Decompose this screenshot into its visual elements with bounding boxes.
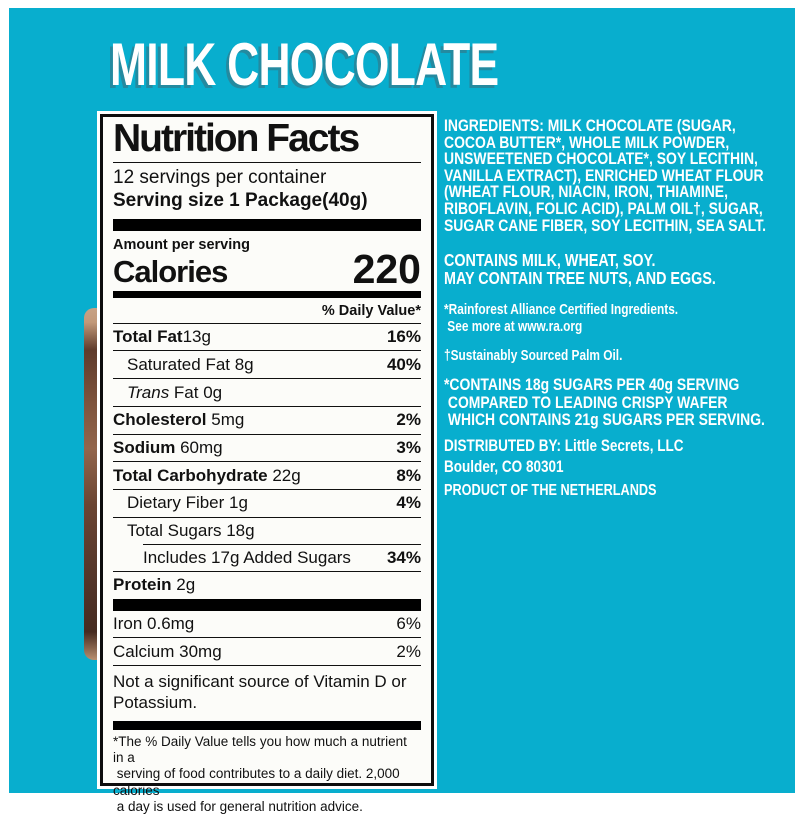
nutrient-row: Total Carbohydrate 22g 8%: [113, 461, 421, 489]
amount-per-serving-label: Amount per serving: [113, 236, 250, 253]
nutrient-name: Total Carbohydrate 22g: [113, 465, 301, 485]
nutrient-name: Cholesterol 5mg: [113, 410, 245, 430]
serving-size: Serving size 1 Package(40g): [113, 189, 368, 211]
nutrition-facts-title: Nutrition Facts: [113, 118, 421, 163]
palm-oil-note: †Sustainably Sourced Palm Oil.: [444, 348, 623, 365]
divider-thick: [113, 598, 421, 611]
distributor-info: DISTRIBUTED BY: Little Secrets, LLC Boul…: [444, 436, 684, 477]
mineral-name: Calcium 30mg: [113, 641, 222, 661]
servings-per-container: 12 servings per container: [113, 166, 327, 188]
daily-value-header: % Daily Value*: [321, 302, 421, 319]
chocolate-product-photo: [84, 308, 104, 660]
allergen-statement: CONTAINS MILK, WHEAT, SOY. MAY CONTAIN T…: [444, 250, 716, 288]
calories-label: Calories: [113, 253, 228, 289]
divider-medium: [113, 290, 421, 298]
nutrient-row: Saturated Fat 8g 40%: [113, 350, 421, 378]
nutrient-daily-value: 40%: [386, 354, 421, 374]
nutrient-row: Includes 17g Added Sugars 34%: [113, 544, 421, 571]
nutrient-name: Protein 2g: [113, 575, 196, 595]
product-title: MILK CHOCOLATE: [110, 31, 499, 98]
divider-thick: [113, 218, 421, 231]
nutrient-daily-value: 16%: [386, 327, 421, 347]
nutrient-name: Trans Fat 0g: [127, 382, 223, 402]
nutrient-rows: Total Fat13g 16% Saturated Fat 8g 40% Tr…: [113, 322, 421, 599]
nutrient-row: Cholesterol 5mg 2%: [113, 405, 421, 434]
mineral-daily-value: 6%: [396, 614, 421, 634]
nutrient-daily-value: 2%: [396, 410, 421, 430]
country-of-origin: PRODUCT OF THE NETHERLANDS: [444, 481, 657, 499]
nutrient-row: Protein 2g: [113, 570, 421, 599]
ingredients-text: INGREDIENTS: MILK CHOCOLATE (SUGAR, COCO…: [444, 116, 766, 235]
divider-thick-bottom: [113, 720, 421, 730]
nutrition-facts-panel: Nutrition Facts 12 servings per containe…: [100, 114, 434, 814]
mineral-rows: Iron 0.6mg 6% Calcium 30mg 2%: [113, 611, 421, 665]
nutrient-row: Dietary Fiber 1g 4%: [113, 488, 421, 517]
nutrient-row: Sodium 60mg 3%: [113, 433, 421, 462]
nutrient-row: Total Sugars 18g: [113, 516, 421, 545]
mineral-row: Calcium 30mg 2%: [113, 637, 421, 665]
mineral-name: Iron 0.6mg: [113, 614, 195, 634]
nutrient-name: Sodium 60mg: [113, 438, 223, 458]
nutrient-daily-value: 3%: [396, 438, 421, 458]
daily-value-footnote: *The % Daily Value tells you how much a …: [113, 733, 407, 815]
nutrient-daily-value: 8%: [396, 465, 421, 485]
mineral-row: Iron 0.6mg 6%: [113, 611, 421, 638]
nutrient-name: Saturated Fat 8g: [127, 354, 254, 374]
nutrient-row: Total Fat13g 16%: [113, 322, 421, 351]
right-info-column: INGREDIENTS: MILK CHOCOLATE (SUGAR, COCO…: [444, 116, 772, 499]
calories-row: Calories 220: [113, 245, 421, 292]
nutrient-name: Dietary Fiber 1g: [127, 493, 248, 513]
nutrient-daily-value: 34%: [386, 547, 421, 567]
mineral-daily-value: 2%: [396, 641, 421, 661]
not-significant-source-note: Not a significant source of Vitamin D or…: [113, 665, 421, 721]
nutrient-name: Includes 17g Added Sugars: [143, 547, 351, 567]
nutrient-name: Total Fat13g: [113, 327, 211, 347]
nutrient-name: Total Sugars 18g: [127, 521, 255, 541]
sugar-comparison-note: *CONTAINS 18g SUGARS PER 40g SERVING COM…: [444, 375, 765, 430]
nutrient-row: Trans Fat 0g: [113, 378, 421, 406]
calories-value: 220: [352, 245, 421, 292]
nutrient-daily-value: 4%: [396, 493, 421, 513]
rainforest-alliance-note: *Rainforest Alliance Certified Ingredien…: [444, 302, 679, 335]
